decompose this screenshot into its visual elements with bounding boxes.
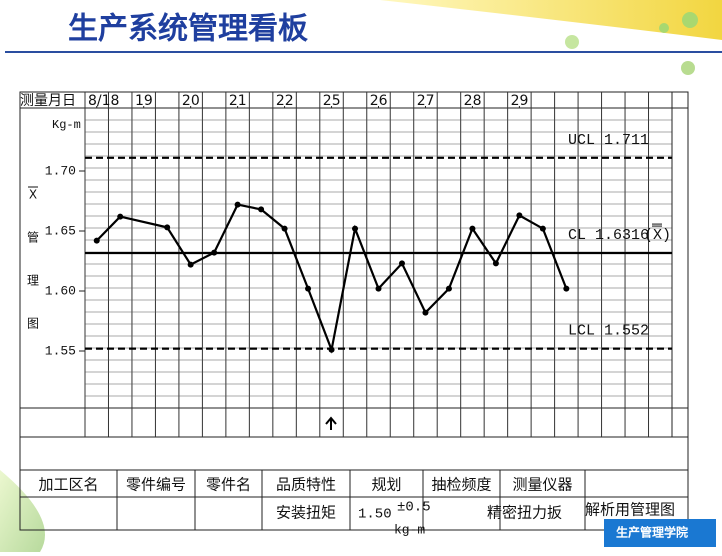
page-title: 生产系统管理看板	[68, 12, 308, 47]
table-header: 规划	[371, 476, 401, 494]
data-point	[445, 285, 452, 292]
data-point	[422, 309, 429, 316]
table-cell: ±0.5	[397, 500, 431, 516]
table-cell: 解析用管理图	[585, 501, 675, 519]
x-tick-label: 29	[511, 93, 529, 109]
side-label: X	[29, 188, 37, 202]
y-tick-label: 1.70	[45, 163, 76, 178]
y-tick-label: 1.65	[45, 223, 76, 238]
x-axis-label: 测量月日	[20, 93, 76, 109]
table-cell: 精密扭力扳	[487, 504, 562, 522]
decor-corner	[0, 470, 45, 552]
arrow-icon	[325, 416, 337, 430]
decor-swoosh	[380, 0, 722, 40]
table-cell: 安装扭矩	[276, 504, 336, 522]
decor-drop	[565, 35, 579, 49]
data-point	[352, 225, 359, 232]
control-label: UCL	[568, 132, 595, 149]
data-point	[492, 260, 499, 267]
x-tick-label: 26	[370, 93, 388, 109]
control-value: 1.552	[604, 323, 649, 340]
table-cell: kg-m	[394, 522, 425, 537]
x-tick-label: 20	[182, 93, 200, 109]
decor-drop	[682, 12, 698, 28]
outer-frame	[19, 91, 689, 531]
data-point	[93, 237, 100, 244]
x-tick-label: 8/18	[88, 93, 119, 109]
x-tick-label: 27	[417, 93, 435, 109]
control-suffix: (X)	[644, 227, 671, 244]
x-tick-label: 21	[229, 93, 247, 109]
data-point	[258, 206, 265, 213]
data-point	[187, 261, 194, 268]
table-header: 加工区名	[38, 476, 98, 494]
table-header: 测量仪器	[512, 476, 572, 494]
decor-drop	[681, 61, 695, 75]
data-point	[375, 285, 382, 292]
data-point	[305, 285, 312, 292]
data-point	[164, 224, 171, 231]
side-label: 理	[27, 274, 39, 288]
data-point	[539, 225, 546, 232]
watermark: 生产管理学院	[616, 525, 688, 540]
table-header: 抽检频度	[431, 476, 491, 494]
data-point	[328, 346, 335, 353]
x-tick-label: 28	[464, 93, 482, 109]
data-point	[234, 201, 241, 208]
data-point	[516, 212, 523, 219]
data-point	[211, 249, 218, 256]
control-label: LCL	[568, 323, 595, 340]
series-line	[95, 203, 568, 354]
control-value: 1.6316	[595, 227, 649, 244]
x-tick-label: 19	[135, 93, 153, 109]
decor-drop	[659, 23, 669, 33]
data-point	[117, 213, 124, 220]
table-header: 零件编号	[126, 476, 186, 494]
table-header: 零件名	[206, 476, 251, 494]
table-header: 品质特性	[276, 476, 336, 494]
control-label: CL	[568, 227, 586, 244]
control-value: 1.711	[604, 132, 649, 149]
data-point	[469, 225, 476, 232]
watermark-box	[604, 519, 716, 547]
data-point	[398, 260, 405, 267]
table-cell: 1.50	[358, 507, 392, 523]
side-label: 图	[27, 317, 39, 331]
x-tick-label: 22	[276, 93, 294, 109]
y-tick-label: 1.60	[45, 283, 76, 298]
side-label: 管	[27, 230, 39, 245]
data-point	[281, 225, 288, 232]
y-axis-label: Kg-m	[52, 118, 81, 132]
data-point	[563, 285, 570, 292]
x-tick-label: 25	[323, 93, 341, 109]
y-tick-label: 1.55	[45, 343, 76, 358]
